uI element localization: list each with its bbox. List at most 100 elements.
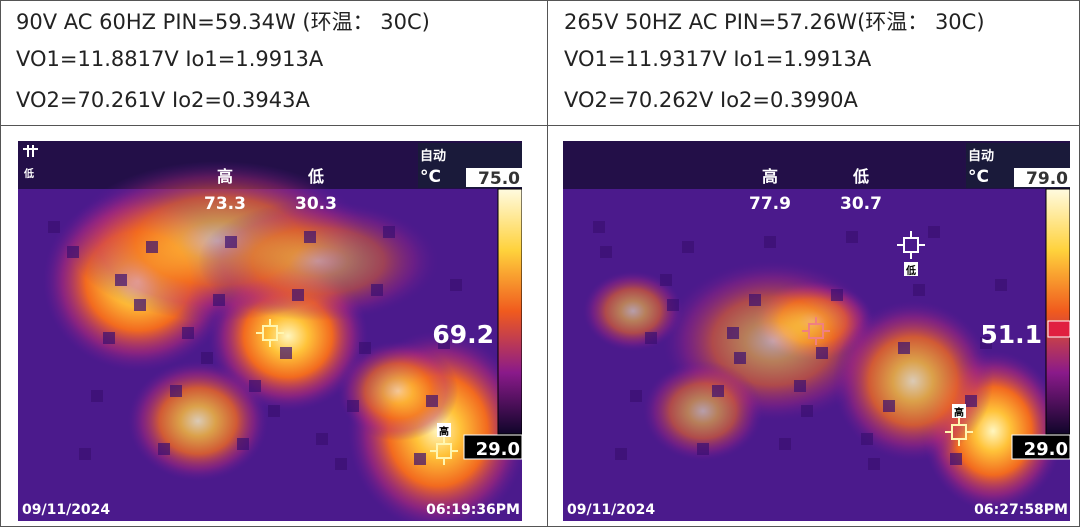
- component: [600, 246, 612, 258]
- crosshair: [945, 418, 973, 446]
- low-label: 低: [852, 167, 869, 186]
- component: [158, 443, 170, 455]
- time: 06:19:36PM: [426, 502, 520, 518]
- component: [816, 347, 828, 359]
- component: [645, 332, 657, 344]
- hot-spot: [833, 301, 993, 461]
- component: [861, 433, 873, 445]
- mode-label: 自动: [420, 148, 446, 164]
- component: [383, 226, 395, 238]
- component: [426, 395, 438, 407]
- component: [697, 443, 709, 455]
- table-border: [547, 0, 548, 527]
- scale-min: 29.0: [476, 439, 520, 460]
- component: [727, 327, 739, 339]
- crosshair: [897, 231, 925, 259]
- component: [335, 458, 347, 470]
- component: [615, 448, 627, 460]
- marker-label: 低: [905, 264, 916, 277]
- component: [667, 299, 679, 311]
- cell-text: VO1=11.9317V Io1=1.9913A: [564, 47, 872, 71]
- hot-spot: [128, 361, 268, 481]
- scale-min-box: [463, 434, 522, 460]
- scale-max: 79.0: [1026, 169, 1068, 189]
- scale-max-box: [466, 168, 522, 187]
- scale-max: 75.0: [478, 169, 520, 189]
- hot-spot: [583, 271, 683, 351]
- cell-text: 90V AC 60HZ PIN=59.34W (环温： 30C): [16, 10, 430, 34]
- hot-spot: [643, 361, 763, 461]
- component: [146, 241, 158, 253]
- component: [414, 453, 426, 465]
- mode-label: 自动: [968, 148, 994, 164]
- component: [846, 231, 858, 243]
- hot-spot: [338, 341, 458, 441]
- component: [304, 231, 316, 243]
- component: [438, 337, 450, 349]
- pointer: [1047, 320, 1070, 338]
- marker-label: 高: [439, 425, 449, 438]
- high-label: 高: [217, 167, 233, 186]
- component: [280, 347, 292, 359]
- table-border: [0, 125, 1080, 126]
- component: [794, 380, 806, 392]
- icon: [23, 145, 38, 157]
- component: [950, 453, 962, 465]
- component: [883, 400, 895, 412]
- component: [103, 332, 115, 344]
- scale-min: 29.0: [1024, 439, 1068, 460]
- component: [292, 289, 304, 301]
- component: [347, 400, 359, 412]
- color-bar: [497, 188, 522, 435]
- scale-max-box: [1014, 168, 1070, 187]
- time: 06:27:58PM: [974, 502, 1068, 518]
- component: [316, 433, 328, 445]
- component: [928, 226, 940, 238]
- component: [980, 337, 992, 349]
- component: [764, 236, 776, 248]
- component: [359, 342, 371, 354]
- table-border: [0, 0, 1080, 1]
- color-bar: [1045, 188, 1070, 435]
- crosshair: [430, 437, 458, 465]
- component: [630, 390, 642, 402]
- component: [831, 289, 843, 301]
- component: [225, 236, 237, 248]
- component: [182, 327, 194, 339]
- cell-text: VO1=11.8817V Io1=1.9913A: [16, 47, 324, 71]
- hot-spot: [198, 201, 438, 321]
- component: [868, 458, 880, 470]
- component: [593, 221, 605, 233]
- component: [371, 284, 383, 296]
- marker-box: [437, 423, 451, 437]
- corner-marker: 低: [23, 167, 34, 180]
- component: [995, 279, 1007, 291]
- component: [170, 385, 182, 397]
- cell-text: VO2=70.262V Io2=0.3990A: [564, 88, 858, 112]
- marker-box: [952, 404, 966, 418]
- component: [749, 294, 761, 306]
- center-value: 51.1: [980, 320, 1042, 349]
- cell-text: 265V 50HZ AC PIN=57.26W(环温： 30C): [564, 10, 985, 34]
- component: [734, 352, 746, 364]
- component: [237, 438, 249, 450]
- high-value: 77.9: [749, 194, 791, 214]
- component: [712, 385, 724, 397]
- center-value: 69.2: [432, 320, 494, 349]
- component: [965, 395, 977, 407]
- component: [48, 221, 60, 233]
- unit-label: °C: [968, 167, 989, 187]
- low-label: 低: [307, 167, 324, 186]
- crosshair: [802, 317, 830, 345]
- component: [249, 380, 261, 392]
- date: 09/11/2024: [567, 502, 655, 518]
- component: [682, 241, 694, 253]
- unit-label: °C: [420, 167, 441, 187]
- component: [801, 405, 813, 417]
- component: [660, 274, 672, 286]
- component: [779, 438, 791, 450]
- component: [134, 299, 146, 311]
- component: [115, 274, 127, 286]
